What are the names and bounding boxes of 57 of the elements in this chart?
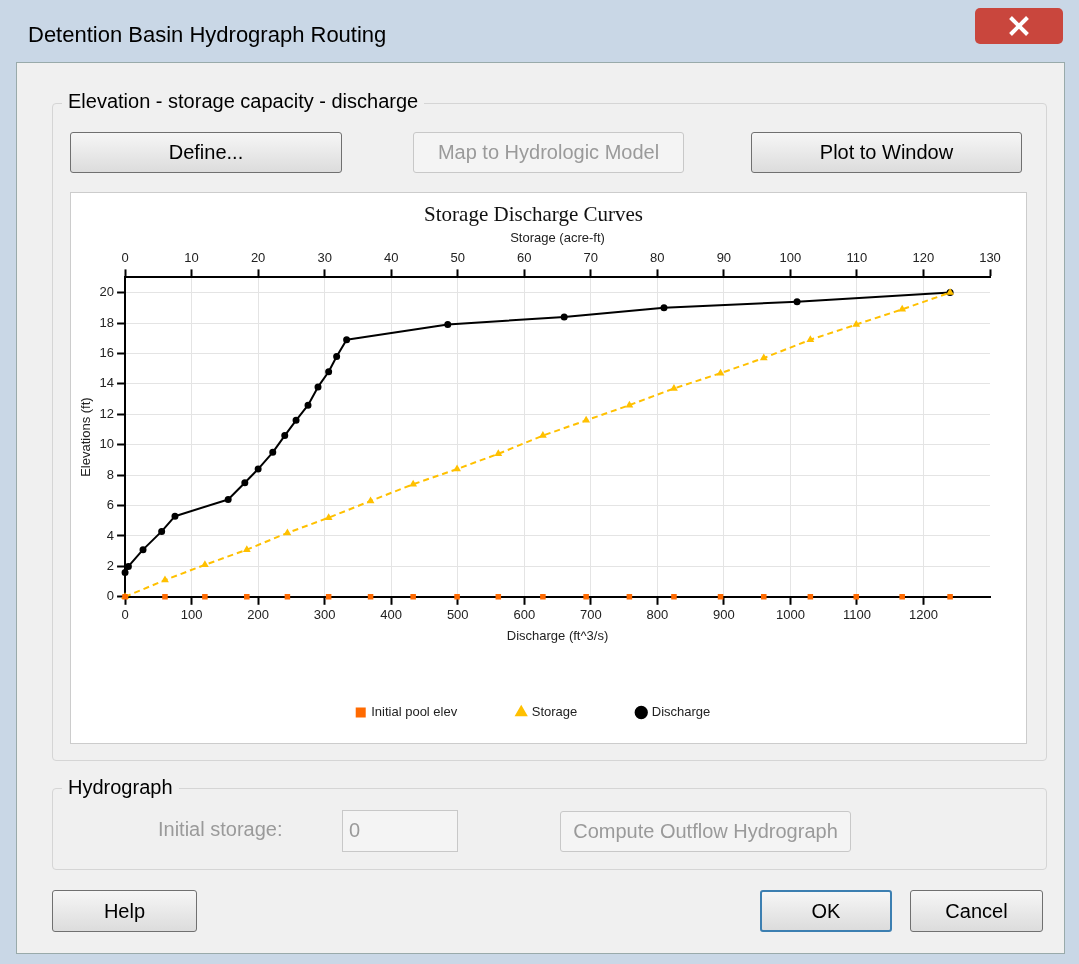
x2-tick-label: 30 [317, 250, 332, 266]
x2-tick-label: 120 [912, 250, 935, 266]
y-tick-label: 6 [106, 497, 115, 513]
x2-tick-label: 50 [450, 250, 465, 266]
y-tick-label: 4 [106, 527, 115, 543]
x-axis-title: Discharge (ft^3/s) [506, 627, 609, 643]
legend-label: Storage [531, 704, 578, 720]
y-tick-label: 14 [99, 375, 115, 391]
x-tick-label: 100 [180, 607, 203, 623]
y-tick-label: 16 [99, 345, 115, 361]
y-tick-label: 10 [99, 436, 115, 452]
x-tick-label: 800 [646, 607, 669, 623]
y-tick-label: 8 [106, 466, 115, 482]
text: Plot to Window [751, 132, 1022, 173]
y-tick-label: 0 [106, 588, 115, 604]
text: Cancel [910, 890, 1043, 932]
text: Define... [70, 132, 342, 173]
y-tick-label: 20 [99, 284, 115, 300]
x-tick-label: 1000 [775, 607, 805, 623]
text: Elevation - storage capacity - discharge [62, 90, 425, 113]
x2-tick-label: 20 [250, 250, 266, 266]
text: Help [52, 890, 197, 932]
text: OK [760, 890, 892, 932]
x-tick-label: 0 [121, 607, 129, 623]
text: Compute Outflow Hydrograph [560, 811, 851, 852]
x-tick-label: 500 [446, 607, 469, 623]
x2-axis-title: Storage (acre-ft) [510, 229, 605, 245]
x2-tick-label: 10 [184, 250, 199, 266]
x-tick-label: 1200 [909, 607, 938, 623]
text: Hydrograph [62, 776, 179, 799]
x2-tick-label: 0 [121, 250, 129, 266]
text: 0 [342, 810, 458, 852]
chart-title: Storage Discharge Curves [424, 202, 643, 227]
x2-tick-label: 80 [650, 250, 665, 266]
x2-tick-label: 100 [779, 250, 802, 266]
x2-tick-label: 40 [383, 250, 399, 266]
x-tick-label: 300 [313, 607, 336, 623]
x-tick-label: 600 [513, 607, 536, 623]
x2-tick-label: 60 [517, 250, 532, 266]
y-tick-label: 2 [106, 557, 115, 573]
x-tick-label: 200 [247, 607, 269, 623]
text: Detention Basin Hydrograph Routing [28, 22, 387, 48]
x2-tick-label: 90 [716, 250, 732, 266]
x-tick-label: 900 [713, 607, 735, 623]
x2-tick-label: 130 [979, 250, 1001, 266]
y-tick-label: 12 [99, 405, 115, 421]
y-axis-title: Elevations (ft) [78, 397, 94, 477]
y-tick-label: 18 [99, 314, 115, 330]
x2-tick-label: 110 [846, 250, 868, 266]
legend-label: Discharge [651, 704, 711, 720]
legend-label: Initial pool elev [371, 704, 458, 720]
x2-tick-label: 70 [583, 250, 599, 266]
x-tick-label: 1100 [842, 607, 871, 623]
text: Map to Hydrologic Model [413, 132, 684, 173]
text: Initial storage: [158, 818, 283, 841]
x-tick-label: 400 [380, 607, 403, 623]
x-tick-label: 700 [579, 607, 602, 623]
